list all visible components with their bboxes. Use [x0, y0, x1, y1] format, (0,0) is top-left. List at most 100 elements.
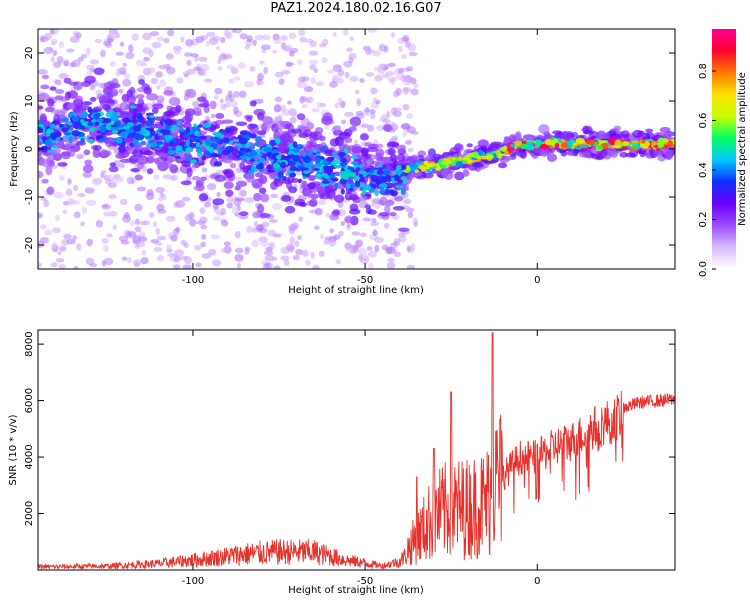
heatmap-cell	[156, 85, 161, 90]
heatmap-cell	[272, 49, 278, 54]
heatmap-cell	[253, 142, 261, 147]
heatmap-cell	[201, 233, 207, 240]
heatmap-cell	[134, 203, 143, 212]
heatmap-cell	[345, 247, 355, 252]
heatmap-cell	[410, 169, 423, 177]
x-tick-label: 0	[534, 275, 540, 286]
heatmap-cell	[372, 97, 378, 103]
heatmap-cell	[143, 86, 152, 95]
heatmap-cell	[374, 189, 379, 197]
heatmap-cell	[90, 59, 99, 65]
heatmap-cell	[162, 63, 168, 70]
heatmap-cell	[310, 193, 319, 200]
heatmap-cell	[261, 122, 268, 132]
heatmap-cell	[234, 197, 245, 202]
heatmap-cell	[186, 59, 192, 66]
heatmap-cell	[255, 163, 264, 170]
heatmap-cell	[322, 159, 329, 164]
heatmap-cell	[212, 259, 222, 267]
heatmap-cell	[142, 150, 154, 156]
heatmap-cell	[302, 249, 309, 258]
heatmap-cell	[185, 140, 191, 146]
snr-y-axis-label: SNR (10 * v/v)	[8, 414, 19, 485]
heatmap-cell	[111, 129, 119, 134]
heatmap-cell	[267, 169, 275, 173]
heatmap-cell	[249, 124, 259, 133]
heatmap-cell	[136, 155, 149, 165]
heatmap-cell	[121, 256, 128, 261]
heatmap-cell	[372, 50, 381, 57]
heatmap-cell	[190, 53, 199, 58]
heatmap-cell	[172, 264, 181, 269]
heatmap-cell	[206, 31, 216, 37]
heatmap-cell	[195, 262, 202, 268]
heatmap-cell	[402, 86, 409, 95]
heatmap-cell	[385, 188, 390, 195]
heatmap-cell	[383, 222, 390, 229]
heatmap-cell	[38, 69, 48, 75]
heatmap-cell	[383, 45, 389, 53]
heatmap-cell	[287, 160, 296, 167]
heatmap-cell	[200, 224, 208, 230]
heatmap-cell	[472, 153, 479, 159]
heatmap-cell	[492, 153, 497, 160]
heatmap-cell	[292, 255, 300, 261]
x-tick-label: -50	[357, 275, 373, 286]
heatmap-cell	[252, 39, 257, 47]
heatmap-cell	[318, 198, 327, 206]
heatmap-cell	[119, 41, 125, 47]
heatmap-cell	[316, 101, 322, 109]
heatmap-cell	[122, 62, 127, 67]
heatmap-cell	[84, 159, 93, 166]
heatmap-cell	[249, 100, 257, 107]
heatmap-cell	[216, 192, 221, 198]
heatmap-cell	[283, 44, 293, 53]
heatmap-cell	[261, 34, 271, 41]
heatmap-cell	[497, 153, 503, 159]
heatmap-cell	[159, 192, 165, 197]
heatmap-cell	[384, 182, 394, 189]
heatmap-cell	[109, 82, 121, 89]
heatmap-cell	[76, 243, 82, 251]
heatmap-cell	[95, 89, 103, 95]
heatmap-cell	[215, 46, 221, 51]
heatmap-cell	[328, 173, 336, 179]
colorbar-tick-label: 0.2	[698, 212, 709, 228]
heatmap-cell	[129, 155, 139, 164]
colorbar-gradient	[712, 29, 736, 269]
heatmap-cell	[354, 175, 360, 183]
heatmap-cell	[383, 156, 391, 165]
heatmap-cell	[255, 148, 262, 153]
heatmap-cell	[176, 120, 182, 127]
heatmap-cell	[332, 31, 337, 37]
heatmap-cell	[126, 122, 134, 127]
heatmap-cell	[349, 116, 362, 127]
heatmap-cell	[554, 142, 560, 149]
heatmap-cell	[119, 131, 129, 139]
heatmap-cell	[402, 131, 407, 138]
heatmap-cell	[193, 130, 200, 137]
heatmap-cell	[632, 129, 643, 138]
heatmap-cell	[364, 107, 370, 113]
heatmap-cell	[215, 112, 225, 119]
heatmap-cell	[396, 144, 406, 152]
heatmap-cell	[149, 142, 159, 148]
heatmap-cell	[189, 136, 196, 143]
heatmap-cell	[321, 180, 331, 184]
heatmap-cell	[281, 175, 287, 181]
heatmap-cell	[291, 222, 300, 230]
heatmap-cell	[372, 230, 378, 236]
heatmap-cell	[261, 221, 270, 228]
heatmap-cell	[219, 98, 224, 104]
heatmap-cell	[108, 29, 118, 35]
heatmap-cell	[141, 220, 151, 226]
heatmap-cell	[170, 234, 178, 242]
heatmap-cell	[80, 138, 85, 143]
y-tick-label: -20	[24, 237, 35, 253]
heatmap-cell	[101, 238, 109, 244]
heatmap-cell	[358, 195, 368, 202]
heatmap-cell	[299, 37, 308, 43]
heatmap-cell	[297, 235, 302, 240]
heatmap-cell	[109, 162, 117, 167]
heatmap-cell	[52, 49, 58, 57]
